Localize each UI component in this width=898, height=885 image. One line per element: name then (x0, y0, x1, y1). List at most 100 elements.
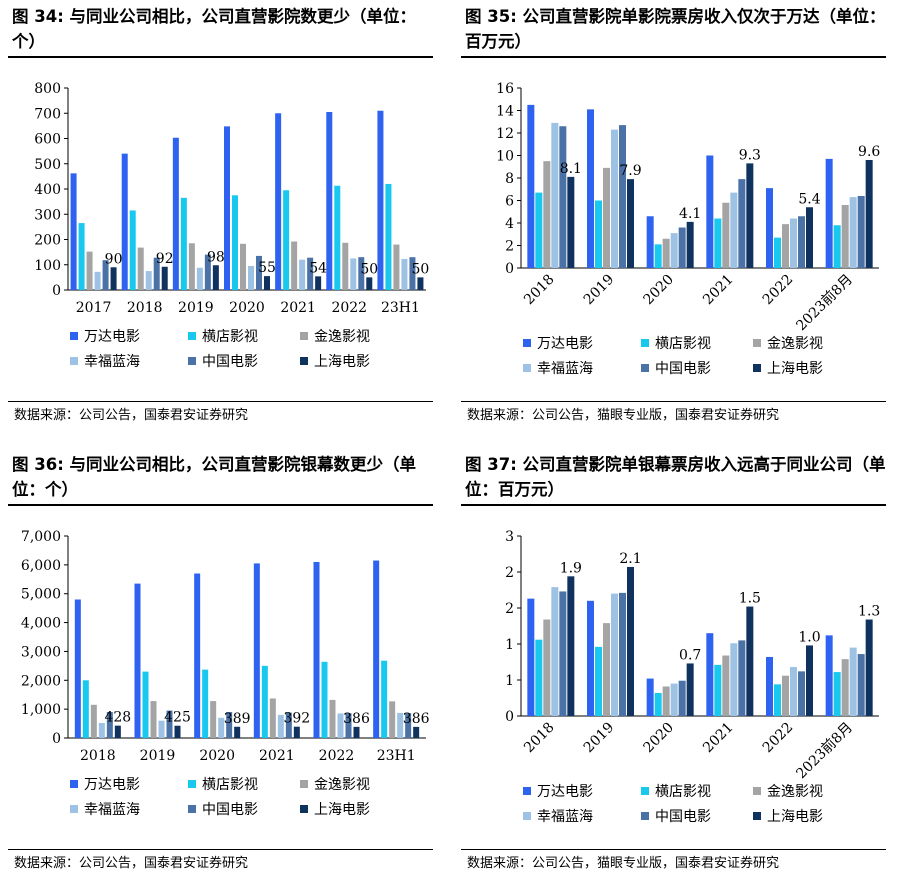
bar (345, 713, 352, 738)
bar (74, 599, 81, 738)
data-source-note: 数据来源：公司公告，猫眼专业版，国泰君安证券研究 (461, 849, 886, 872)
x-tick-label: 2019 (178, 300, 214, 316)
bar (240, 243, 246, 290)
y-tick-label: 4 (505, 216, 514, 232)
bar (662, 686, 670, 716)
bar (790, 218, 797, 268)
chart-title: 图 35: 公司直营影院单影院票房收入仅次于万达（单位：百万元） (461, 4, 886, 58)
data-source-note: 数据来源：公司公告，猫眼专业版，国泰君安证券研究 (461, 401, 886, 424)
bar (334, 185, 341, 290)
data-source-note: 数据来源：公司公告，国泰君安证券研究 (8, 401, 433, 424)
bar (174, 725, 181, 738)
bar (527, 104, 535, 268)
bar (110, 267, 117, 290)
bar (161, 266, 168, 290)
legend-label: 横店影视 (202, 777, 258, 793)
data-label: 0.7 (679, 647, 701, 663)
bar (202, 669, 209, 738)
bar (196, 267, 203, 290)
legend-swatch (523, 812, 531, 820)
x-tick-label: 2022 (331, 300, 367, 316)
chart-title: 图 36: 与同业公司相比，公司直营影院银幕数更少（单位：个） (8, 452, 433, 506)
bar (865, 619, 873, 716)
data-source-note: 数据来源：公司公告，国泰君安证券研究 (8, 849, 433, 872)
bar (269, 698, 276, 738)
bar (389, 701, 396, 738)
bar (121, 153, 128, 290)
bar (730, 643, 738, 716)
bar (714, 664, 722, 716)
bar (166, 710, 173, 738)
bar (627, 566, 634, 716)
data-label: 392 (283, 711, 310, 727)
legend-label: 万达电影 (537, 784, 593, 800)
bar (232, 195, 238, 290)
bar (134, 583, 141, 738)
bar (210, 701, 217, 738)
bar (264, 276, 270, 290)
legend-swatch (753, 787, 761, 795)
legend-label: 上海电影 (314, 354, 370, 370)
bar (603, 167, 610, 268)
legend-label: 金逸影视 (767, 336, 823, 352)
bar (142, 671, 149, 738)
data-label: 1.9 (560, 560, 582, 576)
y-tick-label: 4,000 (21, 616, 61, 632)
bar (627, 179, 634, 268)
chart-panel-34: 图 34: 与同业公司相比，公司直营影院数更少（单位：个） 0 100 200 300… (8, 4, 433, 424)
bar (283, 190, 290, 290)
legend-swatch (523, 339, 531, 347)
bar (261, 665, 268, 738)
x-tick-label: 2020 (229, 300, 265, 316)
bar (401, 258, 408, 290)
legend-label: 中国电影 (655, 809, 711, 825)
legend-swatch (70, 805, 78, 813)
bar (722, 655, 730, 716)
x-tick-label: 2021 (700, 720, 737, 757)
y-tick-label: 2 (505, 565, 514, 581)
legend-label: 横店影视 (655, 784, 711, 800)
bar (654, 692, 662, 716)
bar (293, 726, 300, 738)
y-tick-label: 0 (52, 283, 61, 299)
bar (567, 176, 575, 268)
bar (857, 654, 865, 716)
legend-label: 幸福蓝海 (537, 809, 593, 825)
bar (559, 126, 567, 268)
bar (611, 593, 618, 716)
bar (358, 257, 365, 290)
y-tick-label: 1 (505, 637, 514, 653)
bar (285, 712, 292, 738)
bar (86, 251, 93, 290)
legend-label: 金逸影视 (767, 784, 823, 800)
bar (587, 109, 594, 268)
legend-swatch (523, 364, 531, 372)
legend-label: 中国电影 (655, 361, 711, 377)
bar (342, 242, 349, 290)
legend-label: 幸福蓝海 (537, 361, 593, 377)
bar (377, 110, 384, 290)
legend-swatch (753, 339, 761, 347)
bar (825, 158, 833, 268)
data-label: 55 (258, 260, 276, 276)
x-tick-label: 2023前8月 (793, 271, 856, 334)
chart-panel-35: 图 35: 公司直营影院单影院票房收入仅次于万达（单位：百万元） 0 2 4 6 8 10… (461, 4, 886, 424)
bar (397, 712, 404, 738)
legend-swatch (70, 332, 78, 340)
y-tick-label: 0 (52, 731, 61, 747)
bar (782, 224, 789, 268)
x-tick-label: 2019 (140, 748, 176, 764)
bar (774, 684, 781, 716)
legend-label: 横店影视 (655, 336, 711, 352)
bar (253, 563, 260, 738)
bar (315, 276, 322, 290)
data-label: 90 (105, 251, 123, 267)
legend-label: 横店影视 (202, 329, 258, 345)
y-tick-label: 100 (34, 258, 61, 274)
data-label: 7.9 (619, 163, 641, 179)
data-label: 2.1 (619, 551, 641, 567)
legend-swatch (753, 364, 761, 372)
bar (790, 667, 797, 716)
bar (841, 659, 849, 716)
bar (535, 639, 543, 716)
